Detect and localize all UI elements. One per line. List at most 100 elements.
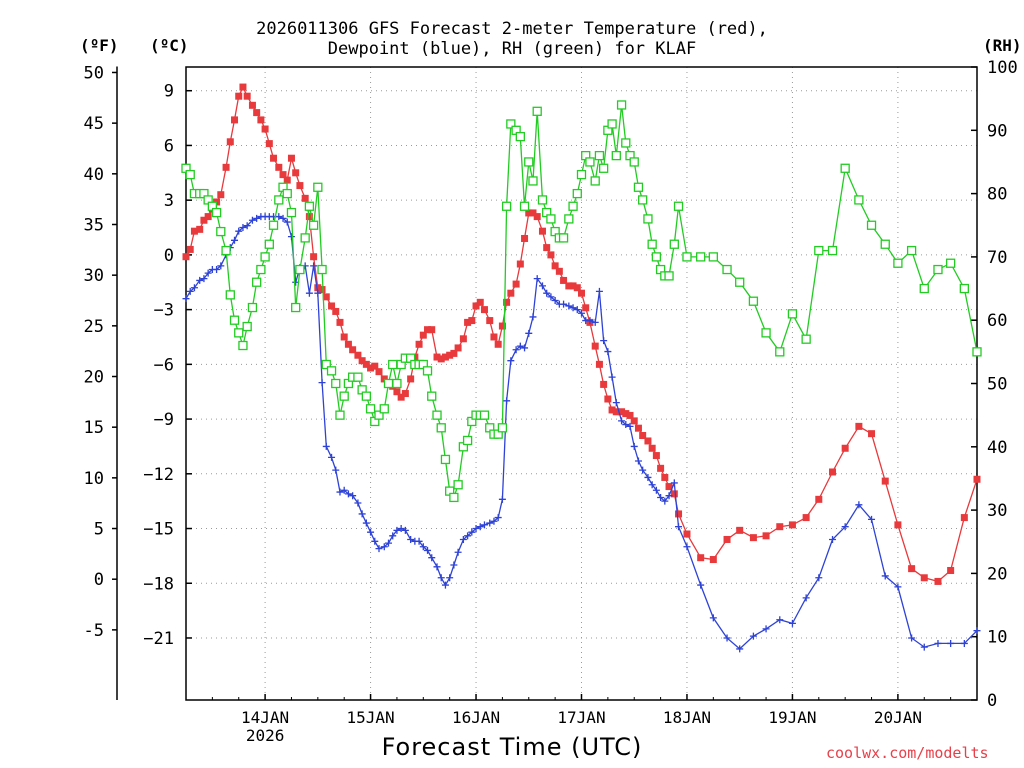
2-meter-temperature-point [661,473,669,481]
rh-point [440,454,451,465]
2-meter-temperature-point [190,227,198,235]
dewpoint-point [595,287,603,295]
dewpoint-point [762,625,770,633]
2-meter-temperature-point [608,406,616,414]
rh-point [379,404,389,414]
dewpoint-point [675,523,683,531]
dewpoint-point [186,287,194,295]
rh-point [696,252,706,262]
2-meter-temperature-point [257,116,265,124]
fahrenheit-tick-label: 30 [84,266,104,286]
fahrenheit-tick-label: 20 [84,368,104,388]
2-meter-temperature-point [468,317,476,325]
2-meter-temperature-point [815,495,823,503]
celsius-tick-label: −12 [143,465,174,485]
rh-point [775,347,785,357]
2-meter-temperature-point [261,125,269,133]
dewpoint-point [841,523,849,531]
dewpoint-point [349,492,357,500]
rh-point [972,347,982,357]
source-watermark[interactable]: coolwx.com/modelts [826,744,989,762]
2-meter-temperature-point [328,302,336,310]
2-meter-temperature-point [604,395,612,403]
2-meter-temperature-point [652,452,660,460]
2-meter-temperature-point [424,326,432,334]
dewpoint-point [612,399,620,407]
dewpoint-point [243,222,251,230]
2-meter-temperature-point [235,92,243,100]
rh-point [866,220,877,230]
rh-point [238,340,248,351]
2-meter-temperature-point [709,556,717,564]
rh-point [453,480,463,490]
dewpoint-point [626,422,634,430]
rh-point [801,334,811,344]
2-meter-temperature-point [419,331,427,339]
rh-point [427,391,437,401]
dewpoint-point [503,397,511,405]
dewpoint-point [533,275,541,283]
rh-point [708,252,718,262]
dewpoint-point [371,537,379,545]
2-meter-temperature-point [512,280,520,288]
2-meter-temperature-point [573,284,581,292]
2-meter-temperature-point [314,284,322,292]
dewpoint-point [253,214,261,222]
2-meter-temperature-point [802,514,810,522]
dewpoint-point [190,284,198,292]
2-meter-temperature-point [533,213,541,221]
rh-point [225,290,235,300]
rh-point [432,410,442,420]
dewpoint-line [185,215,978,650]
2-meter-temperature-point [305,213,313,221]
2-meter-temperature-point [397,393,405,401]
dewpoint-point [424,546,432,554]
rh-point [893,258,903,268]
rh-point [761,328,771,338]
rh-tick-label: 50 [987,375,1007,395]
rh-point [598,163,609,173]
rh-point [568,201,578,211]
2-meter-temperature-point [415,340,423,348]
rh-point [462,435,473,446]
rh-point [621,138,631,148]
2-meter-temperature-point [437,355,445,363]
dewpoint-point [498,495,506,503]
dewpoint-point [437,574,445,582]
dewpoint-point [736,645,744,653]
rh-point [919,283,929,294]
dewpoint-point [213,265,221,273]
rh-point [585,157,595,167]
dewpoint-point [275,213,283,221]
dewpoint-point [217,262,225,270]
2-meter-temperature-point [634,424,642,432]
2-meter-temperature-point [222,163,230,171]
rh-point [374,410,384,420]
celsius-tick-label: 9 [164,82,174,102]
2-meter-temperature-point [476,298,484,306]
2-meter-temperature-point [253,109,261,117]
celsius-tick-label: −3 [154,301,174,321]
dewpoint-point [618,417,626,425]
2-meter-temperature-point [454,344,462,352]
rh-point [945,258,956,268]
2-meter-temperature-point [472,302,480,310]
fahrenheit-tick-label: 35 [84,215,104,235]
celsius-tick-label: 0 [164,246,174,266]
dewpoint-point [683,543,691,551]
dewpoint-point [446,574,454,582]
2-meter-temperature-point [612,408,620,416]
2-meter-temperature-point [920,574,928,582]
2-meter-temperature-point [459,335,467,343]
rh-point [532,106,542,116]
2-meter-temperature-point [301,194,309,202]
x-tick-sublabel: 2026 [246,726,285,745]
2-meter-temperature-point [371,362,379,370]
2-meter-temperature-point [204,213,212,221]
fahrenheit-tick-label: 50 [84,63,104,83]
dewpoint-point [829,535,837,543]
dewpoint-point [894,583,902,591]
rh-tick-label: 80 [987,185,1007,205]
dewpoint-point [586,317,594,325]
